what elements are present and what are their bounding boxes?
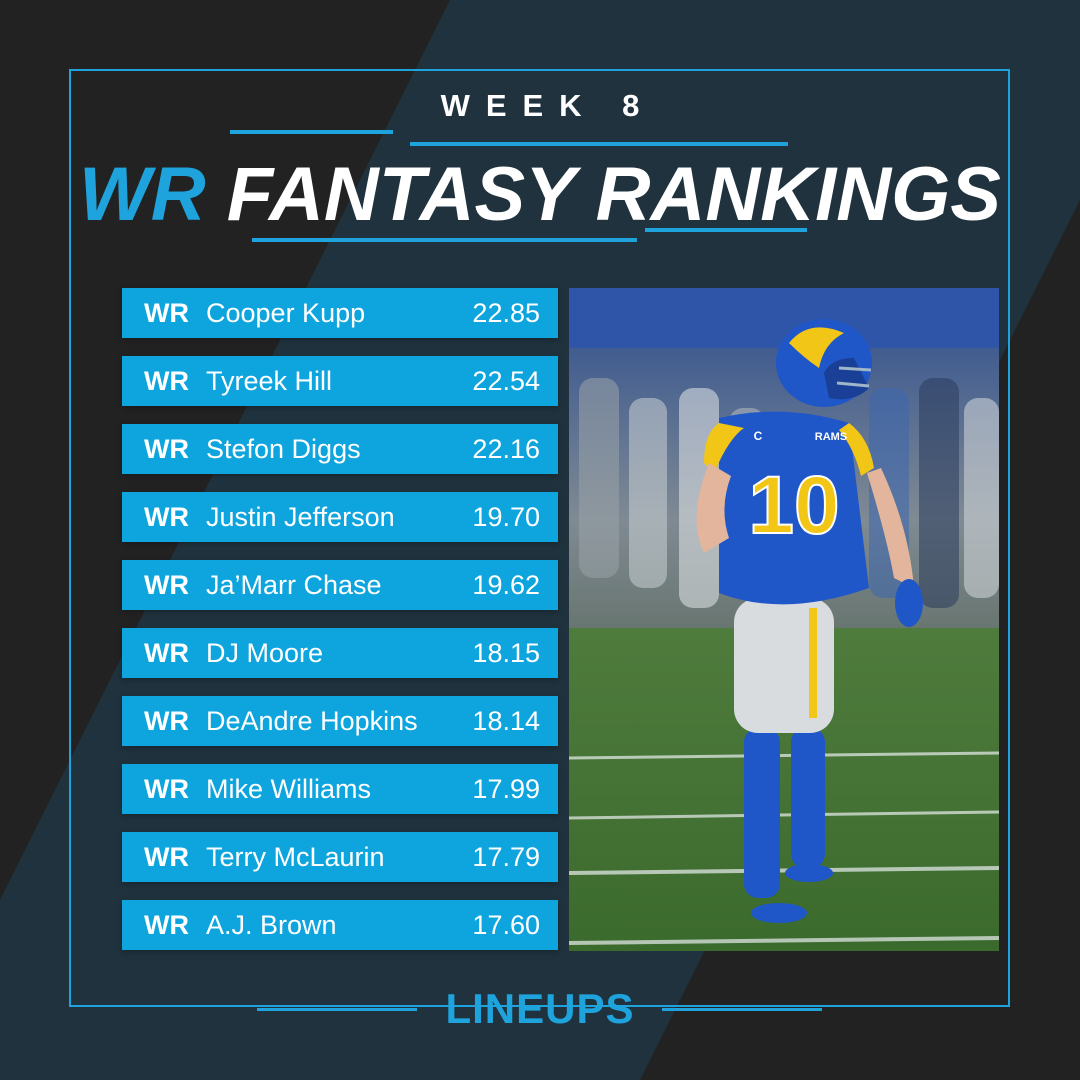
player-name: Stefon Diggs	[206, 433, 361, 464]
ranking-position: WR	[144, 637, 189, 668]
accent-line-bottom-right	[645, 228, 807, 232]
accent-line-top	[230, 130, 393, 134]
ranking-position: WR	[144, 501, 189, 532]
ranking-row: WR Ja’Marr Chase 19.62	[122, 560, 558, 610]
ranking-position: WR	[144, 841, 189, 872]
ranking-position: WR	[144, 773, 189, 804]
player-name: Mike Williams	[206, 773, 371, 804]
player-name: A.J. Brown	[206, 909, 337, 940]
player-name: DJ Moore	[206, 637, 324, 668]
captain-patch: C	[754, 429, 763, 443]
rankings-list: WR Cooper Kupp 22.85 WR Tyreek Hill 22.5…	[122, 288, 558, 968]
footer-line-right	[662, 1008, 822, 1011]
ranking-row: WR DeAndre Hopkins 18.14	[122, 696, 558, 746]
projected-points: 17.99	[472, 773, 540, 804]
projected-points: 18.15	[472, 637, 540, 668]
ranking-row: WR A.J. Brown 17.60	[122, 900, 558, 950]
week-label: WEEK 8	[440, 88, 656, 123]
player-photo-illustration: 10 RAMS C	[569, 288, 999, 951]
ranking-position: WR	[144, 909, 189, 940]
ranking-position: WR	[144, 569, 189, 600]
ranking-row: WR Cooper Kupp 22.85	[122, 288, 558, 338]
ranking-row: WR Mike Williams 17.99	[122, 764, 558, 814]
projected-points: 22.85	[472, 297, 540, 328]
projected-points: 18.14	[472, 705, 540, 736]
projected-points: 17.79	[472, 841, 540, 872]
footer-line-left	[257, 1008, 417, 1011]
page-title: WR FANTASY RANKINGS	[0, 150, 1080, 240]
ranking-row: WR Justin Jefferson 19.70	[122, 492, 558, 542]
player-name: Tyreek Hill	[206, 365, 333, 396]
accent-line-bottom	[252, 238, 637, 242]
player-name: Ja’Marr Chase	[206, 569, 382, 600]
title-rest: FANTASY RANKINGS	[226, 152, 1001, 237]
projected-points: 19.62	[472, 569, 540, 600]
ranking-row: WR Terry McLaurin 17.79	[122, 832, 558, 882]
ranking-position: WR	[144, 365, 189, 396]
projected-points: 22.54	[472, 365, 540, 396]
player-name: Terry McLaurin	[206, 841, 385, 872]
player-photo: 10 RAMS C	[569, 288, 999, 951]
footer-logo: LINEUPS	[445, 985, 635, 1032]
ranking-position: WR	[144, 433, 189, 464]
outer-frame	[69, 69, 1010, 1007]
player-name: DeAndre Hopkins	[206, 705, 418, 736]
ranking-row: WR Tyreek Hill 22.54	[122, 356, 558, 406]
title-position: WR	[79, 152, 206, 237]
team-wordmark: RAMS	[815, 431, 847, 443]
accent-line-top-right	[410, 142, 788, 146]
player-name: Cooper Kupp	[206, 297, 366, 328]
ranking-position: WR	[144, 705, 189, 736]
ranking-row: WR Stefon Diggs 22.16	[122, 424, 558, 474]
projected-points: 17.60	[472, 909, 540, 940]
projected-points: 22.16	[472, 433, 540, 464]
player-name: Justin Jefferson	[206, 501, 395, 532]
jersey-number: 10	[748, 460, 839, 551]
ranking-position: WR	[144, 297, 189, 328]
projected-points: 19.70	[472, 501, 540, 532]
ranking-row: WR DJ Moore 18.15	[122, 628, 558, 678]
